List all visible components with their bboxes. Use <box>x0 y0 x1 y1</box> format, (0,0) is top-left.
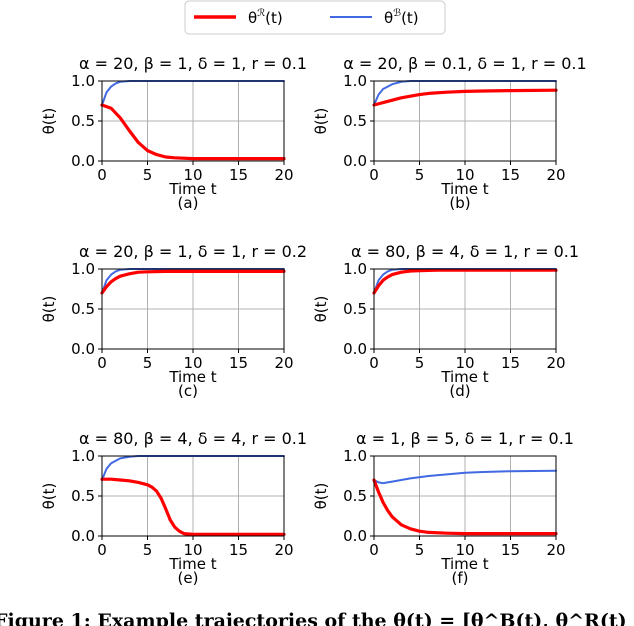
x-tick-label: 0 <box>97 354 107 372</box>
y-tick-label: 0.0 <box>71 152 95 170</box>
legend: θℛ(t) θℬ(t) <box>184 0 446 35</box>
panel-subcaption: (a) <box>178 194 199 212</box>
x-tick-label: 5 <box>143 541 153 559</box>
series-line-theta-r <box>372 478 558 536</box>
y-axis-label: θ(t) <box>40 296 58 323</box>
x-axis-label: Time t <box>168 368 216 386</box>
y-tick-label: 1.0 <box>343 72 367 90</box>
x-tick-label: 20 <box>546 354 565 372</box>
panel-d: α = 80, β = 4, δ = 1, r = 0.1 0 5 10 15 20 0.0… <box>312 242 579 400</box>
series-line-theta-r <box>372 268 558 295</box>
panel-a: α = 20, β = 1, δ = 1, r = 0.1 0 5 10 15 20 0.0… <box>40 54 307 212</box>
y-tick-label: 1.0 <box>71 447 95 465</box>
x-tick-label: 5 <box>143 166 153 184</box>
x-axis-label: Time t <box>440 555 488 573</box>
x-tick-label: 5 <box>415 354 425 372</box>
y-axis-label: θ(t) <box>40 483 58 510</box>
x-tick-label: 10 <box>183 354 202 372</box>
plot-frame <box>101 80 285 162</box>
panel-b: α = 20, β = 0.1, δ = 1, r = 0.1 0 5 10 15 20 0… <box>312 54 587 212</box>
series-line-theta-b <box>373 469 557 485</box>
series-line-theta-r <box>100 269 286 295</box>
x-tick-label: 5 <box>415 541 425 559</box>
panel-title: α = 1, β = 5, δ = 1, r = 0.1 <box>356 429 574 448</box>
y-tick-label: 1.0 <box>71 260 95 278</box>
y-axis-label: θ(t) <box>312 108 330 135</box>
y-tick-label: 0.5 <box>343 112 367 130</box>
series-line-theta-r <box>100 103 286 161</box>
y-tick-label: 0.0 <box>71 340 95 358</box>
x-axis-label: Time t <box>168 180 216 198</box>
x-tick-label: 10 <box>183 541 202 559</box>
legend-red-label: θℛ(t) <box>248 8 283 27</box>
panel-subcaption: (c) <box>178 382 198 400</box>
y-tick-label: 0.0 <box>343 152 367 170</box>
x-tick-label: 20 <box>274 541 293 559</box>
panel-title: α = 20, β = 0.1, δ = 1, r = 0.1 <box>343 54 586 73</box>
plot-frame <box>373 455 557 537</box>
plot-frame <box>101 455 285 537</box>
x-tick-label: 0 <box>369 354 379 372</box>
x-tick-label: 15 <box>501 541 520 559</box>
y-axis-label: θ(t) <box>312 483 330 510</box>
x-tick-label: 15 <box>229 541 248 559</box>
panel-f: α = 1, β = 5, δ = 1, r = 0.1 0 5 10 15 20 0.0 0… <box>312 429 574 587</box>
y-tick-label: 0.5 <box>343 300 367 318</box>
panel-subcaption: (d) <box>449 382 470 400</box>
x-tick-label: 15 <box>501 354 520 372</box>
x-tick-label: 20 <box>546 541 565 559</box>
series-line-theta-r <box>372 88 558 107</box>
x-tick-label: 20 <box>546 166 565 184</box>
x-tick-label: 0 <box>369 166 379 184</box>
panel-c: α = 20, β = 1, δ = 1, r = 0.2 0 5 10 15 20 0.0… <box>40 242 307 400</box>
x-tick-label: 0 <box>97 541 107 559</box>
panel-subcaption: (e) <box>178 569 199 587</box>
series-line-theta-r <box>100 477 286 537</box>
y-tick-label: 1.0 <box>343 447 367 465</box>
x-axis-label: Time t <box>440 368 488 386</box>
panel-title: α = 20, β = 1, δ = 1, r = 0.2 <box>79 242 307 261</box>
plot-frame <box>373 80 557 162</box>
y-tick-label: 0.5 <box>71 112 95 130</box>
panel-title: α = 80, β = 4, δ = 1, r = 0.1 <box>351 242 579 261</box>
x-tick-label: 5 <box>415 166 425 184</box>
panel-title: α = 20, β = 1, δ = 1, r = 0.1 <box>79 54 307 73</box>
x-axis-label: Time t <box>168 555 216 573</box>
panel-subcaption: (f) <box>452 569 469 587</box>
legend-blue-label: θℬ(t) <box>384 8 419 27</box>
plot-frame <box>373 268 557 350</box>
x-tick-label: 10 <box>455 541 474 559</box>
y-tick-label: 0.0 <box>343 340 367 358</box>
x-tick-label: 20 <box>274 354 293 372</box>
panel-subcaption: (b) <box>449 194 470 212</box>
legend-frame <box>184 0 446 35</box>
x-tick-label: 15 <box>501 166 520 184</box>
x-tick-label: 10 <box>455 166 474 184</box>
x-tick-label: 10 <box>455 354 474 372</box>
y-tick-label: 1.0 <box>343 260 367 278</box>
y-tick-label: 0.0 <box>71 527 95 545</box>
panel-title: α = 80, β = 4, δ = 4, r = 0.1 <box>79 429 307 448</box>
x-tick-label: 0 <box>97 166 107 184</box>
x-tick-label: 0 <box>369 541 379 559</box>
y-tick-label: 0.0 <box>343 527 367 545</box>
y-tick-label: 0.5 <box>71 487 95 505</box>
y-tick-label: 0.5 <box>71 300 95 318</box>
plot-frame <box>101 268 285 350</box>
x-tick-label: 20 <box>274 166 293 184</box>
panel-e: α = 80, β = 4, δ = 4, r = 0.1 0 5 10 15 20 0.0… <box>40 429 307 587</box>
y-tick-label: 0.5 <box>343 487 367 505</box>
y-tick-label: 1.0 <box>71 72 95 90</box>
x-tick-label: 15 <box>229 354 248 372</box>
x-axis-label: Time t <box>440 180 488 198</box>
x-tick-label: 10 <box>183 166 202 184</box>
x-tick-label: 5 <box>143 354 153 372</box>
x-tick-label: 15 <box>229 166 248 184</box>
y-axis-label: θ(t) <box>312 296 330 323</box>
figure-caption: Figure 1: Example trajectories of the θ(… <box>0 610 627 626</box>
y-axis-label: θ(t) <box>40 108 58 135</box>
